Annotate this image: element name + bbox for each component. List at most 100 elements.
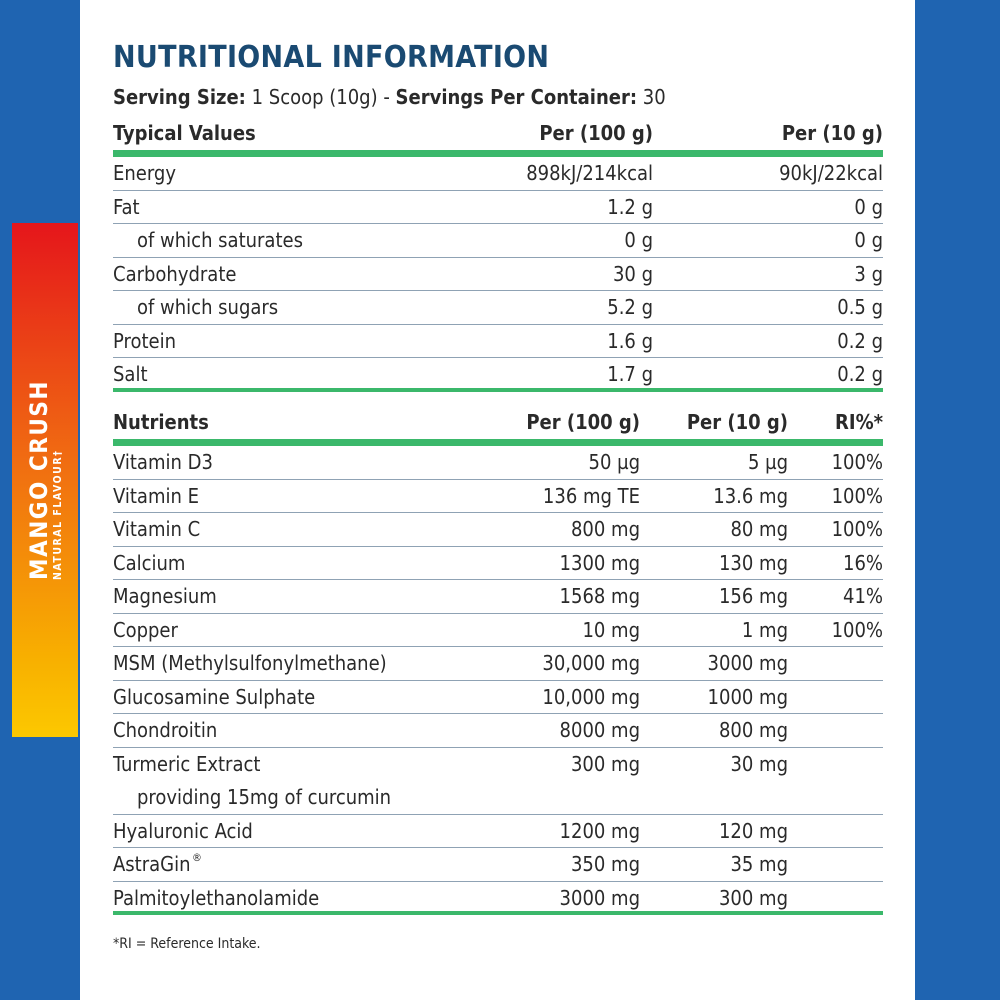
row-label: Energy (113, 161, 176, 185)
value-per-10g: 0.5 g (837, 295, 883, 319)
table-row: Palmitoylethanolamide 3000 mg 300 mg (113, 882, 883, 915)
row-label: of which saturates (137, 228, 303, 252)
value-per-100g: 10 mg (582, 617, 640, 642)
table-row: Calcium 1300 mg 130 mg 16% (113, 547, 883, 580)
header-label: Typical Values (113, 121, 256, 145)
turmeric-note: providing 15mg of curcumin (137, 784, 392, 809)
header-ri: RI%* (835, 410, 883, 434)
value-per-10g: 5 µg (747, 450, 788, 474)
value-ri: 100% (831, 517, 883, 541)
value-per-10g: 800 mg (718, 718, 788, 742)
row-label: Calcium (113, 550, 186, 575)
row-label: Vitamin E (113, 483, 199, 508)
page-title: NUTRITIONAL INFORMATION (113, 40, 550, 75)
table-row: Protein 1.6 g 0.2 g (113, 325, 883, 358)
typical-values-table: Typical Values Per (100 g) Per (10 g) En… (113, 117, 883, 392)
row-label: Turmeric Extract (113, 751, 261, 776)
flavour-name: MANGO CRUSH (25, 380, 53, 580)
value-per-10g: 13.6 mg (713, 483, 788, 508)
table-header: Typical Values Per (100 g) Per (10 g) (113, 117, 883, 157)
header-per-10g: Per (10 g) (686, 410, 788, 434)
value-per-10g: 156 mg (718, 584, 788, 608)
table-header: Nutrients Per (100 g) Per (10 g) RI%* (113, 406, 883, 446)
table-row: Glucosamine Sulphate 10,000 mg 1000 mg (113, 681, 883, 714)
flavour-strip: MANGO CRUSH NATURAL FLAVOUR† (12, 223, 78, 737)
value-per-100g: 30,000 mg (542, 651, 640, 675)
row-label: Magnesium (113, 584, 217, 608)
footnote: *RI = Reference Intake. (113, 936, 261, 952)
value-per-10g: 80 mg (730, 517, 788, 541)
table-row: Copper 10 mg 1 mg 100% (113, 614, 883, 647)
value-per-10g: 120 mg (718, 818, 788, 843)
value-per-10g: 3 g (854, 261, 883, 286)
value-per-10g: 3000 mg (707, 651, 788, 675)
registered-mark: ® (192, 851, 202, 864)
row-label: Fat (113, 194, 140, 219)
value-ri: 41% (843, 584, 883, 608)
value-per-10g: 1 mg (741, 617, 788, 642)
row-label: Carbohydrate (113, 261, 237, 286)
value-per-10g: 35 mg (730, 852, 788, 876)
row-label: Hyaluronic Acid (113, 818, 253, 843)
table-row: Hyaluronic Acid 1200 mg 120 mg (113, 815, 883, 848)
value-per-100g: 136 mg TE (542, 483, 640, 508)
value-per-10g: 90kJ/22kcal (779, 161, 883, 185)
row-label: Copper (113, 617, 178, 642)
row-label: Vitamin C (113, 517, 201, 541)
value-per-100g: 898kJ/214kcal (526, 161, 653, 185)
value-per-100g: 1568 mg (559, 584, 640, 608)
value-per-10g: 1000 mg (707, 684, 788, 709)
table-row: Vitamin C 800 mg 80 mg 100% (113, 513, 883, 547)
value-per-100g: 1300 mg (559, 550, 640, 575)
value-per-100g: 8000 mg (559, 718, 640, 742)
serving-size-label: Serving Size: (113, 85, 246, 109)
row-label: Palmitoylethanolamide (113, 885, 320, 910)
table-row: Fat 1.2 g 0 g (113, 191, 883, 224)
value-ri: 100% (831, 483, 883, 508)
table-row: Chondroitin 8000 mg 800 mg (113, 714, 883, 748)
table-row: Energy 898kJ/214kcal 90kJ/22kcal (113, 157, 883, 191)
table-row: AstraGin 350 mg 35 mg ® (113, 848, 883, 882)
separator: - (383, 85, 390, 109)
value-per-10g: 130 mg (718, 550, 788, 575)
value-per-10g: 0 g (854, 228, 883, 252)
servings-per-container-label: Servings Per Container: (395, 85, 638, 109)
value-per-100g: 1.2 g (607, 194, 653, 219)
table-row: Vitamin D3 50 µg 5 µg 100% (113, 446, 883, 480)
value-per-10g: 30 mg (730, 751, 788, 776)
row-label: Vitamin D3 (113, 450, 213, 474)
value-per-100g: 1200 mg (559, 818, 640, 843)
value-ri: 100% (831, 617, 883, 642)
row-label: Salt (113, 362, 148, 386)
value-per-100g: 10,000 mg (542, 684, 640, 709)
row-label: AstraGin (113, 852, 191, 876)
value-per-100g: 50 µg (588, 450, 640, 474)
flavour-subtitle: NATURAL FLAVOUR† (52, 449, 64, 580)
row-label: MSM (Methylsulfonylmethane) (113, 651, 387, 675)
row-label: Glucosamine Sulphate (113, 684, 316, 709)
header-per-100g: Per (100 g) (539, 121, 653, 145)
serving-size-value: 1 Scoop (10g) (251, 85, 378, 109)
value-per-100g: 300 mg (570, 751, 640, 776)
value-per-100g: 30 g (612, 261, 653, 286)
header-per-10g: Per (10 g) (781, 121, 883, 145)
header-per-100g: Per (100 g) (526, 410, 640, 434)
label-panel (80, 0, 915, 1000)
value-per-100g: 350 mg (570, 852, 640, 876)
header-label: Nutrients (113, 410, 209, 434)
value-per-100g: 5.2 g (607, 295, 653, 319)
value-ri: 16% (843, 550, 883, 575)
value-per-10g: 0 g (854, 194, 883, 219)
value-ri: 100% (831, 450, 883, 474)
value-per-100g: 0 g (624, 228, 653, 252)
value-per-10g: 0.2 g (837, 328, 883, 353)
value-per-100g: 3000 mg (559, 885, 640, 910)
row-label: of which sugars (137, 295, 279, 319)
row-label: Chondroitin (113, 718, 218, 742)
value-per-100g: 800 mg (570, 517, 640, 541)
value-per-10g: 300 mg (718, 885, 788, 910)
table-row: MSM (Methylsulfonylmethane) 30,000 mg 3000… (113, 647, 883, 681)
table-row: of which sugars 5.2 g 0.5 g (113, 291, 883, 325)
row-label: Protein (113, 328, 176, 353)
serving-info: Serving Size: 1 Scoop (10g) - Servings P… (113, 85, 666, 109)
